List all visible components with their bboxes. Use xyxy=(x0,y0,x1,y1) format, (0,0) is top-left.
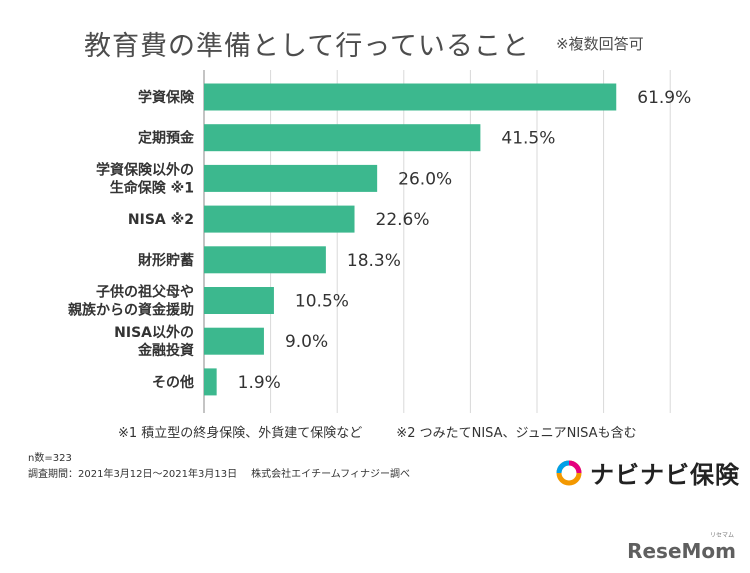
category-label-2-line-1: 生命保険 ※1 xyxy=(110,179,194,196)
watermark-ruby: リセマム xyxy=(709,532,734,539)
bar-7 xyxy=(204,368,217,396)
value-label-1: 41.5% xyxy=(501,129,555,149)
bar-3 xyxy=(204,205,355,233)
bar-4 xyxy=(204,246,326,274)
brand-logo: ナビナビ保険 xyxy=(554,455,740,489)
bar-5 xyxy=(204,287,274,314)
category-label-7: その他 xyxy=(152,374,194,391)
chart-title: 教育費の準備として行っていること xyxy=(84,31,530,62)
category-label-0: 学資保険 xyxy=(138,89,195,106)
footnote-1: ※1 積立型の終身保険、外貨建て保険など xyxy=(118,426,363,441)
value-label-0: 61.9% xyxy=(637,88,691,108)
value-label-4: 18.3% xyxy=(347,251,401,271)
category-label-6-line-0: NISA以外の xyxy=(114,324,194,341)
watermark-text: ReseMom xyxy=(627,539,736,563)
category-label-3: NISA ※2 xyxy=(128,212,194,228)
bar-1 xyxy=(204,124,481,152)
value-label-5: 10.5% xyxy=(295,292,349,312)
value-labels: 61.9% 41.5% 26.0% 22.6% 18.3% 10.5% 9.0% 1.9% xyxy=(238,88,692,393)
survey-period: 調査期間：2021年3月12日〜2021年3月13日 xyxy=(28,469,238,480)
footnote-2: ※2 つみたてNISA、ジュニアNISAも含む xyxy=(396,426,637,441)
category-label-5-line-1: 親族からの資金援助 xyxy=(68,302,194,319)
gridlines xyxy=(203,70,671,413)
sample-size: n数=323 xyxy=(28,453,72,464)
category-label-1: 定期預金 xyxy=(138,130,195,147)
survey-company: 株式会社エイチームフィナジー調べ xyxy=(251,469,410,480)
bar-2 xyxy=(204,164,378,192)
bar-6 xyxy=(204,327,264,355)
survey-source: 調査期間：2021年3月12日〜2021年3月13日 株式会社エイチームフィナジー… xyxy=(28,465,410,480)
category-label-2-line-0: 学資保険以外の xyxy=(96,161,194,178)
value-label-2: 26.0% xyxy=(398,169,452,189)
bars xyxy=(204,83,617,396)
value-label-6: 9.0% xyxy=(285,332,328,352)
brand-name: ナビナビ保険 xyxy=(590,460,740,489)
category-label-5-line-0: 子供の祖父母や xyxy=(96,284,194,301)
value-label-3: 22.6% xyxy=(376,210,430,230)
category-label-6-line-1: 金融投資 xyxy=(137,342,194,359)
multiple-answer-note: ※複数回答可 xyxy=(556,35,644,53)
category-label-4: 財形貯蓄 xyxy=(137,252,194,269)
resemom-watermark: ReseMom リセマム xyxy=(627,532,736,563)
navinavi-logo-icon xyxy=(556,460,582,486)
value-label-7: 1.9% xyxy=(238,373,281,393)
footnotes: ※1 積立型の終身保険、外貨建て保険など ※2 つみたてNISA、ジュニアNISA… xyxy=(118,422,671,441)
bar-0 xyxy=(204,83,617,111)
